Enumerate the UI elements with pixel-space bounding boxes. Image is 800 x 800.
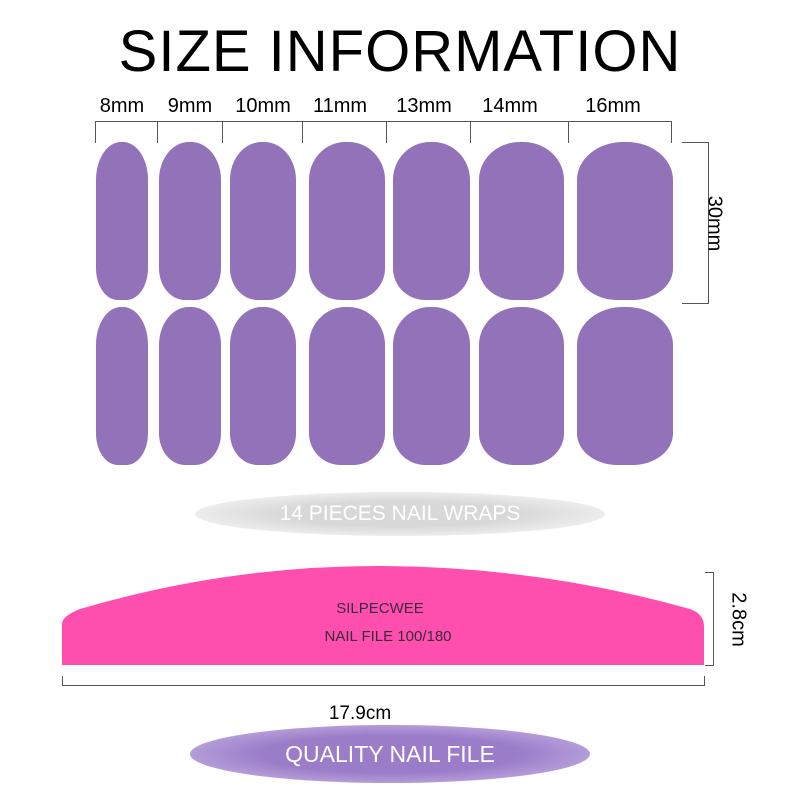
file-brand: SILPECWEE <box>336 600 424 617</box>
width-label-9mm: 9mm <box>167 95 213 117</box>
wraps-count-badge: 14 PIECES NAIL WRAPS <box>195 492 605 536</box>
nail-wrap-10mm <box>230 142 296 300</box>
ruler-tick <box>671 121 672 143</box>
file-width-bracket <box>62 676 705 686</box>
ruler-tick <box>222 121 223 143</box>
nail-wrap-13mm <box>393 307 470 465</box>
width-label-14mm: 14mm <box>482 95 538 117</box>
width-label-13mm: 13mm <box>396 95 452 117</box>
nail-wrap-11mm <box>309 142 385 300</box>
nail-wrap-14mm <box>479 307 564 465</box>
nail-wrap-10mm <box>230 307 296 465</box>
ruler-tick <box>568 121 569 143</box>
nail-wrap-11mm <box>309 307 385 465</box>
nail-wrap-9mm <box>159 142 221 300</box>
ruler-tick <box>470 121 471 143</box>
nail-file-badge: QUALITY NAIL FILE <box>190 725 590 783</box>
file-height-bracket <box>705 572 714 666</box>
nail-wrap-14mm <box>479 142 564 300</box>
file-height-label: 2.8cm <box>727 592 750 647</box>
width-label-8mm: 8mm <box>99 95 145 117</box>
ruler-tick <box>386 121 387 143</box>
width-ruler <box>95 121 671 122</box>
file-width-label: 17.9cm <box>328 703 392 724</box>
nail-wrap-9mm <box>159 307 221 465</box>
length-bracket <box>682 142 709 304</box>
nail-wrap-16mm <box>577 142 673 300</box>
nail-wrap-16mm <box>577 307 673 465</box>
file-grit: NAIL FILE 100/180 <box>324 628 452 645</box>
ruler-tick <box>157 121 158 143</box>
width-label-10mm: 10mm <box>235 95 291 117</box>
page-title: SIZE INFORMATION <box>118 19 682 84</box>
width-label-16mm: 16mm <box>585 95 641 117</box>
nail-wrap-13mm <box>393 142 470 300</box>
width-label-11mm: 11mm <box>312 95 368 117</box>
nail-wrap-8mm <box>96 307 148 465</box>
ruler-tick <box>95 121 96 143</box>
ruler-tick <box>302 121 303 143</box>
nail-wrap-8mm <box>96 142 148 300</box>
